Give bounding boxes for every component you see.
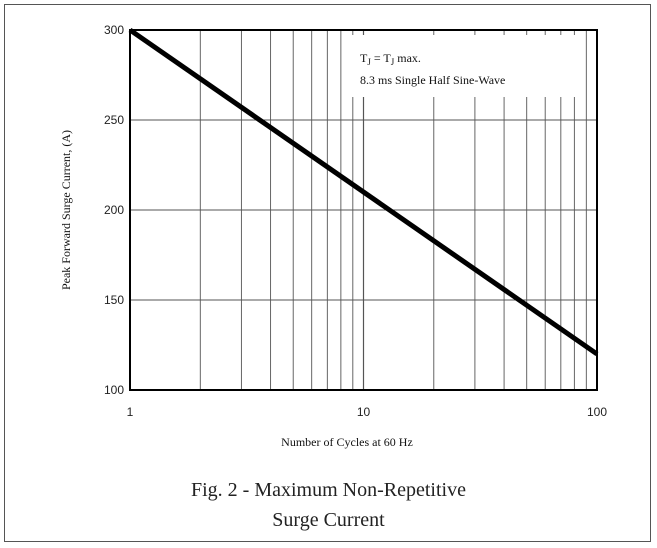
y-tick-label: 200	[104, 203, 124, 217]
figure-caption: Fig. 2 - Maximum Non-Repetitive Surge Cu…	[0, 475, 657, 535]
plot-border	[129, 29, 598, 391]
y-tick-label: 150	[104, 293, 124, 307]
annotation-tj: TJ = TJ max.	[360, 51, 421, 67]
annotation-box: TJ = TJ max. 8.3 ms Single Half Sine-Wav…	[352, 35, 577, 97]
y-tick-label: 250	[104, 113, 124, 127]
annotation-waveform: 8.3 ms Single Half Sine-Wave	[360, 73, 505, 87]
tick-labels: 100 150 200 250 300 1 10 100	[104, 23, 607, 419]
y-tick-label: 300	[104, 23, 124, 37]
x-axis-title: Number of Cycles at 60 Hz	[281, 435, 413, 449]
x-tick-label: 10	[357, 405, 371, 419]
caption-line-2: Surge Current	[272, 509, 385, 531]
series	[128, 27, 599, 357]
y-tick-label: 100	[104, 383, 124, 397]
x-tick-label: 1	[127, 405, 134, 419]
caption-line-1: Fig. 2 - Maximum Non-Repetitive	[191, 479, 466, 501]
y-axis-title: Peak Forward Surge Current, (A)	[59, 130, 73, 290]
x-tick-label: 100	[587, 405, 607, 419]
series-line-0	[128, 27, 599, 357]
axes	[129, 29, 598, 391]
